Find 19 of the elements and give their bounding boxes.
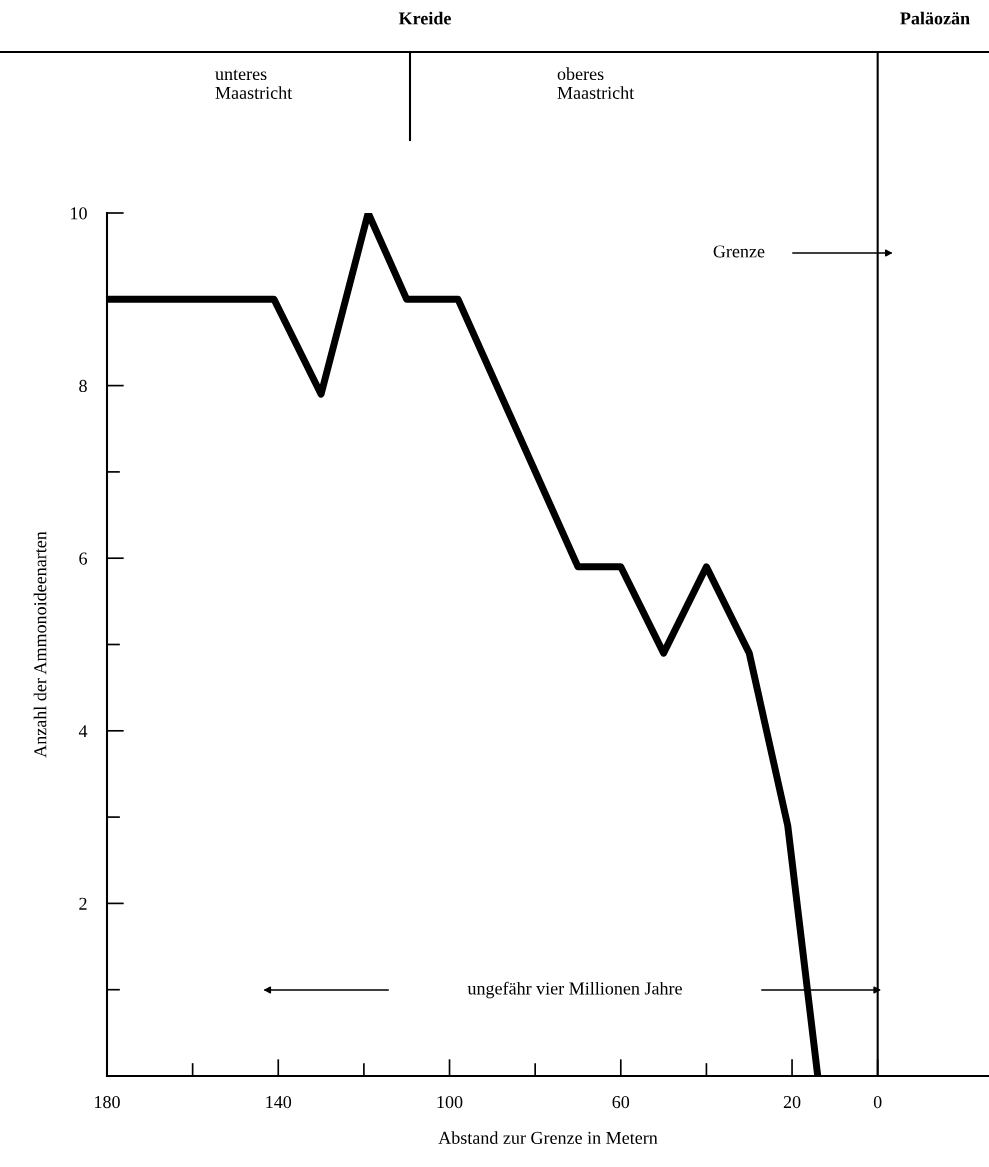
x-tick-label: 140 xyxy=(266,1095,292,1109)
text: Paläozän xyxy=(900,11,970,25)
y-tick-label: 2 xyxy=(79,897,87,910)
x-tick-label: 100 xyxy=(437,1095,463,1109)
x-axis-title: Abstand zur Grenze in Metern xyxy=(438,1131,658,1144)
x-tick-label: 20 xyxy=(783,1095,801,1109)
text: Kreide xyxy=(398,11,451,25)
y-tick-label: 4 xyxy=(78,725,88,738)
y-tick-label: 6 xyxy=(79,552,88,565)
y-axis-title: Anzahl der Ammonoideenarten xyxy=(33,531,47,758)
annotation: Grenze xyxy=(713,245,765,258)
x-tick-label: 180 xyxy=(95,1095,120,1109)
y-tick-label: 8 xyxy=(79,379,87,393)
x-tick-label: 0 xyxy=(873,1095,882,1109)
x-tick-label: 60 xyxy=(612,1095,630,1109)
text: unteres Maastricht xyxy=(215,69,293,99)
text: oberes Maastricht xyxy=(557,67,635,99)
y-tick-label: 10 xyxy=(71,207,87,220)
annotation: ungefähr vier Millionen Jahre xyxy=(467,981,682,999)
